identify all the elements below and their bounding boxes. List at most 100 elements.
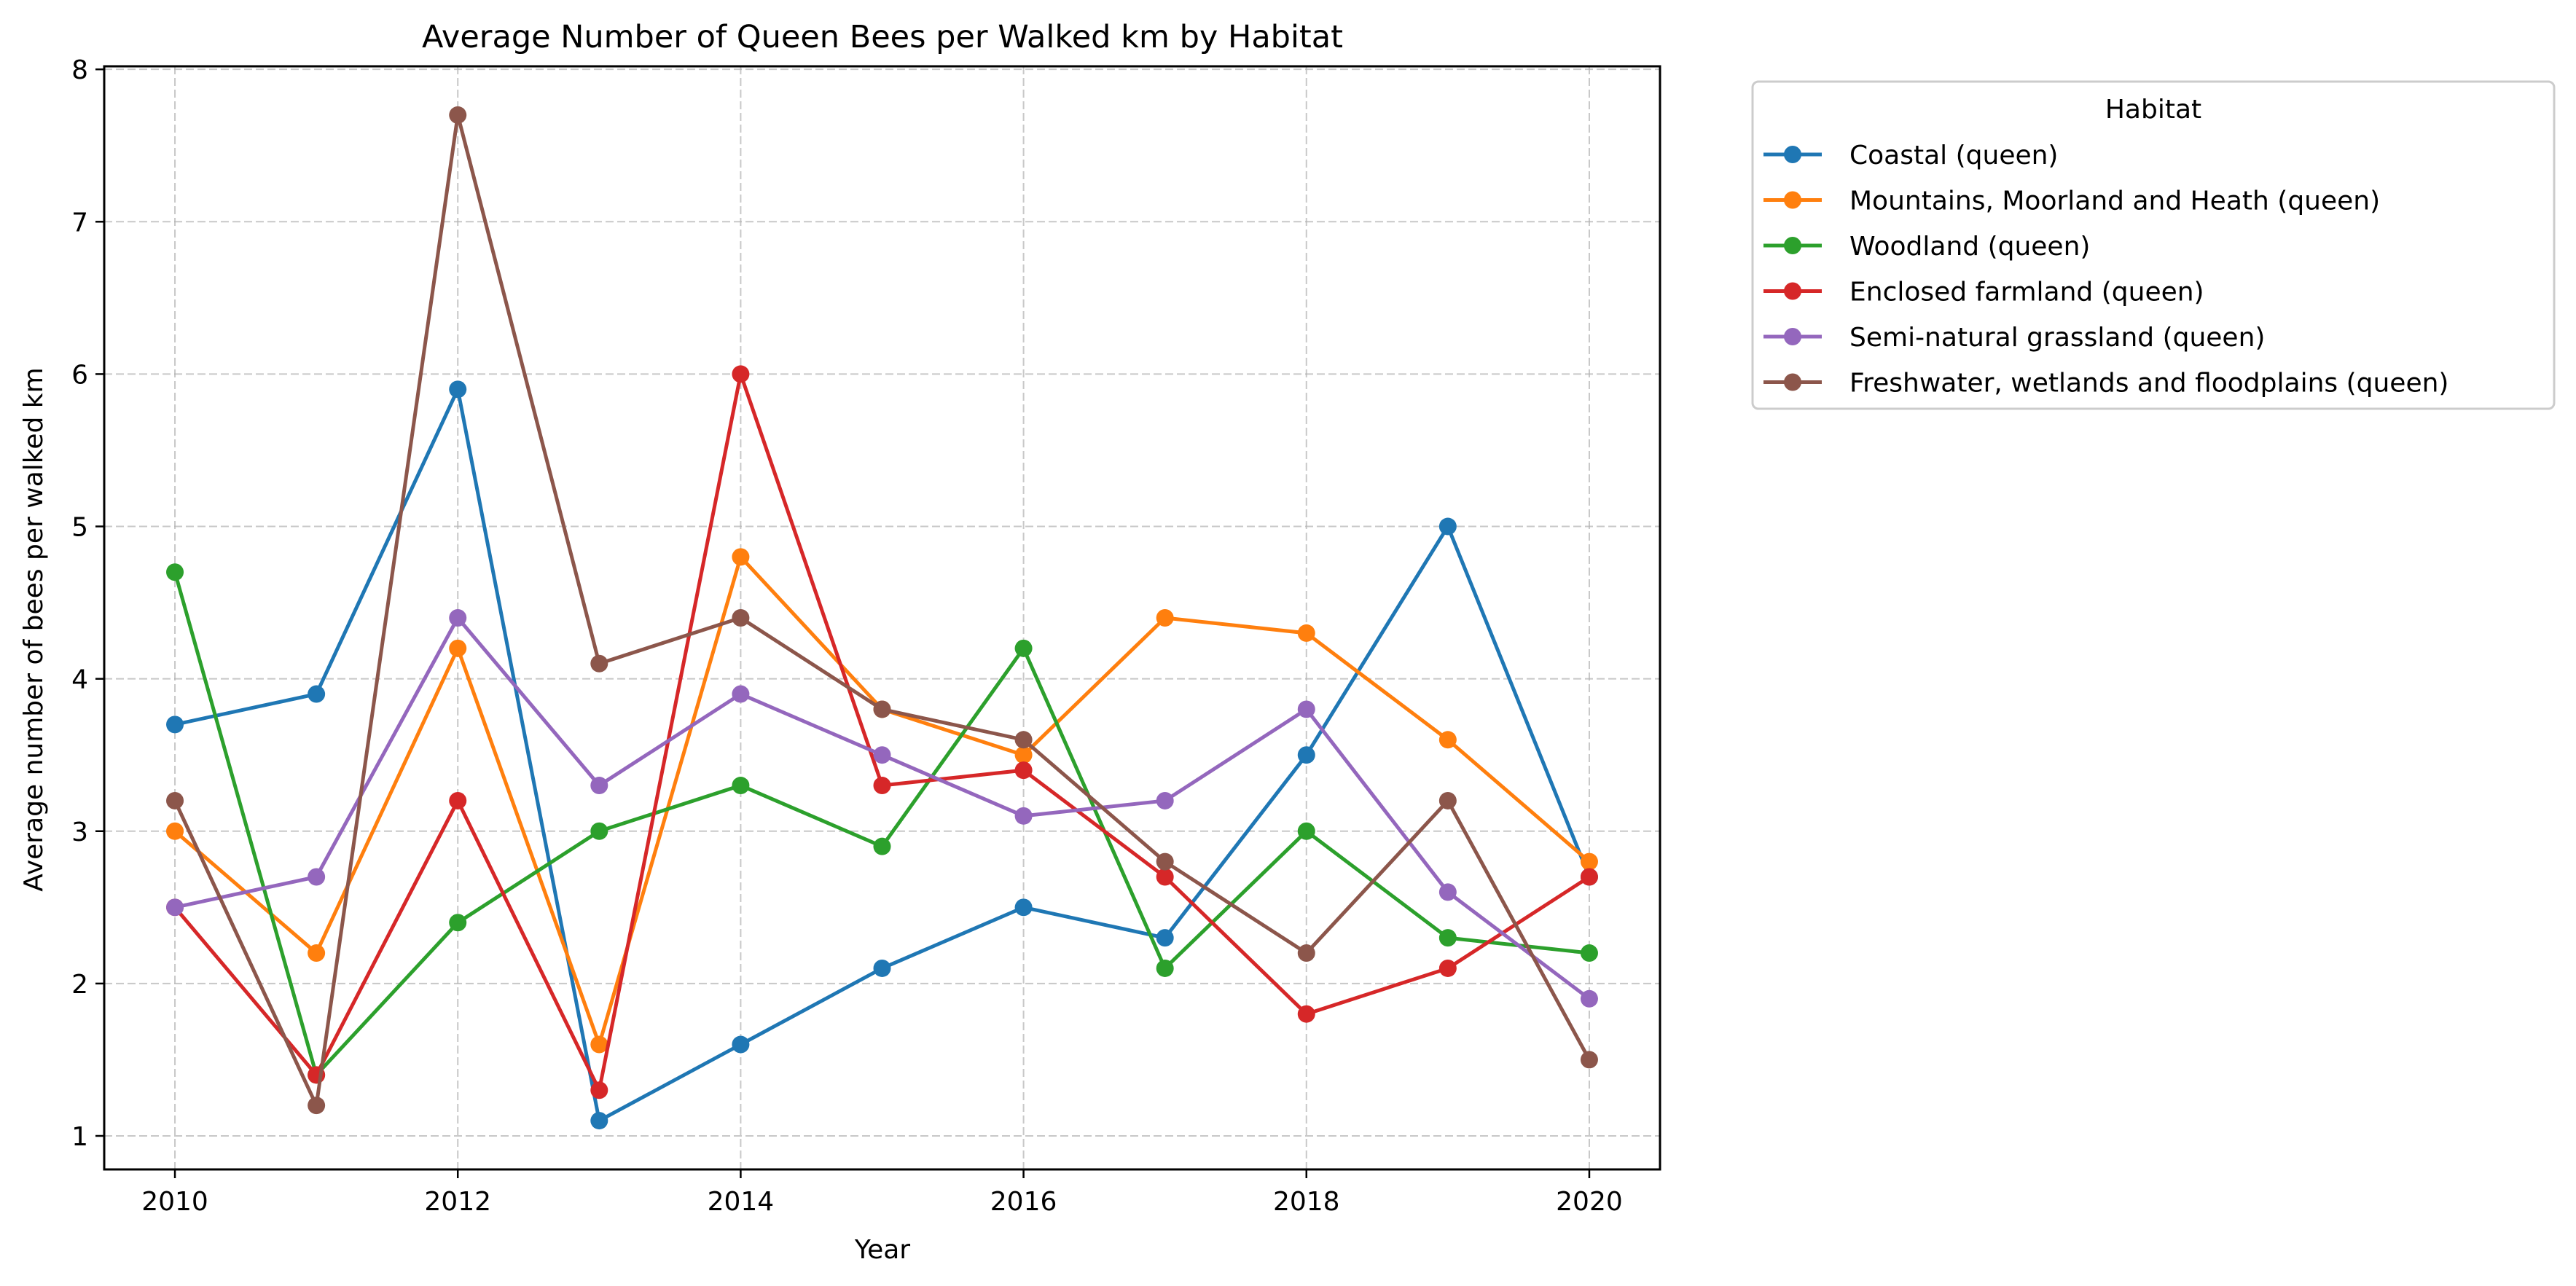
data-point — [1580, 944, 1598, 962]
data-point — [590, 654, 608, 673]
data-point — [166, 898, 184, 917]
y-tick-label: 5 — [71, 513, 88, 543]
y-axis-title: Average number of bees per walked km — [19, 367, 49, 891]
data-point — [732, 548, 750, 566]
legend: Habitat Coastal (queen) Mountains, Moorla… — [1751, 80, 2556, 410]
series-semi-natural-grassland-queen — [166, 609, 1598, 1008]
data-point — [732, 365, 750, 383]
data-point — [1297, 1005, 1315, 1023]
x-axis-title: Year — [854, 1235, 910, 1265]
data-point — [1156, 609, 1174, 627]
data-point — [166, 563, 184, 581]
legend-items: Coastal (queen) Mountains, Moorland and H… — [1763, 141, 2448, 399]
data-point — [166, 822, 184, 840]
legend-marker — [1784, 373, 1801, 391]
data-point — [1438, 517, 1457, 536]
data-point — [449, 639, 467, 657]
legend-marker — [1784, 146, 1801, 163]
series-mountains-moorland-and-heath-queen — [166, 548, 1598, 1054]
data-point — [873, 837, 891, 855]
data-point — [1156, 959, 1174, 977]
data-point — [732, 777, 750, 795]
legend-title: Habitat — [2105, 95, 2201, 125]
legend-label: Woodland (queen) — [1849, 232, 2090, 262]
legend-item: Freshwater, wetlands and floodplains (qu… — [1763, 369, 2448, 399]
x-tick-label: 2014 — [708, 1187, 775, 1217]
plot-frame — [103, 65, 1661, 1171]
series-enclosed-farmland-queen — [166, 365, 1598, 1099]
x-axis-ticks: 2010 2012 2014 2016 2018 2020 — [141, 1169, 1623, 1217]
data-point — [732, 685, 750, 703]
data-point — [1438, 883, 1457, 901]
x-tick-label: 2016 — [990, 1187, 1057, 1217]
data-point — [308, 944, 326, 962]
data-point — [1014, 731, 1033, 749]
data-point — [590, 777, 608, 795]
y-axis-ticks: 1 2 3 4 5 6 7 8 — [71, 55, 104, 1152]
data-point — [1297, 700, 1315, 718]
legend-box — [1751, 80, 2556, 410]
data-point — [449, 914, 467, 932]
series-line — [172, 372, 1592, 1092]
data-point — [590, 1081, 608, 1099]
legend-marker — [1784, 191, 1801, 209]
x-tick-label: 2010 — [141, 1187, 208, 1217]
data-point — [1014, 807, 1033, 825]
legend-item: Woodland (queen) — [1763, 232, 2090, 262]
y-tick-label: 8 — [71, 55, 88, 85]
y-tick-label: 6 — [71, 360, 88, 390]
x-tick-label: 2020 — [1556, 1187, 1623, 1217]
legend-marker — [1784, 282, 1801, 300]
data-point — [1438, 929, 1457, 947]
data-point — [1014, 746, 1033, 764]
data-point — [449, 106, 467, 124]
data-point — [1297, 746, 1315, 764]
y-tick-label: 3 — [71, 818, 88, 847]
data-point — [449, 609, 467, 627]
data-point — [590, 822, 608, 840]
data-point — [1580, 868, 1598, 886]
series-line — [172, 570, 1592, 1077]
data-point — [590, 1035, 608, 1054]
data-point — [1014, 639, 1033, 657]
legend-marker — [1784, 328, 1801, 345]
data-point — [1438, 791, 1457, 809]
data-point — [1156, 791, 1174, 809]
grid — [104, 66, 1660, 1169]
data-point — [590, 1112, 608, 1130]
data-point — [873, 959, 891, 977]
legend-item: Mountains, Moorland and Heath (queen) — [1763, 187, 2380, 216]
data-point — [1014, 898, 1033, 917]
data-point — [1580, 1051, 1598, 1069]
data-point — [732, 1035, 750, 1054]
y-tick-label: 7 — [71, 208, 88, 238]
data-point — [1580, 989, 1598, 1008]
data-point — [1156, 852, 1174, 871]
data-point — [873, 700, 891, 718]
data-point — [166, 791, 184, 809]
series-woodland-queen — [166, 563, 1598, 1084]
series-line — [172, 113, 1592, 1107]
legend-label: Coastal (queen) — [1849, 141, 2058, 170]
legend-item: Coastal (queen) — [1763, 141, 2058, 170]
y-tick-label: 4 — [71, 665, 88, 695]
series-lines — [166, 106, 1598, 1130]
legend-item: Enclosed farmland (queen) — [1763, 278, 2204, 307]
data-point — [308, 868, 326, 886]
data-point — [1297, 624, 1315, 642]
legend-label: Enclosed farmland (queen) — [1849, 278, 2204, 307]
legend-label: Semi-natural grassland (queen) — [1849, 323, 2265, 353]
series-coastal-queen — [166, 380, 1598, 1130]
y-tick-label: 2 — [71, 970, 88, 1000]
series-freshwater-wetlands-and-floodplains-queen — [166, 106, 1598, 1115]
data-point — [308, 685, 326, 703]
data-point — [1156, 868, 1174, 886]
chart-title: Average Number of Queen Bees per Walked … — [422, 19, 1343, 55]
legend-label: Mountains, Moorland and Heath (queen) — [1849, 187, 2380, 216]
data-point — [873, 746, 891, 764]
legend-marker — [1784, 237, 1801, 254]
data-point — [1580, 852, 1598, 871]
x-tick-label: 2012 — [424, 1187, 491, 1217]
legend-item: Semi-natural grassland (queen) — [1763, 323, 2265, 353]
